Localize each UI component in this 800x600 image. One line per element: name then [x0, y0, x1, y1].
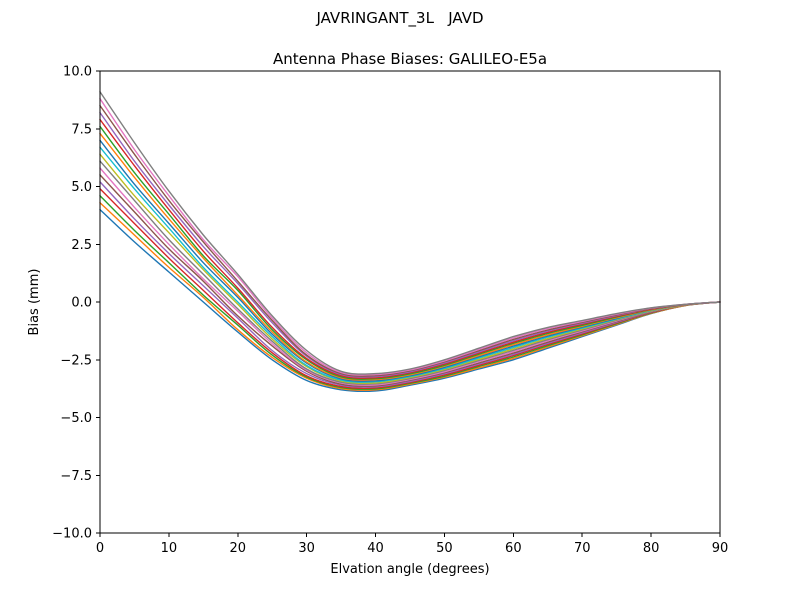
x-tick-label: 10: [161, 541, 178, 556]
y-tick-label: 7.5: [71, 122, 92, 137]
x-tick-label: 50: [436, 541, 453, 556]
series-line: [99, 139, 721, 382]
x-axis-ticks: 0 10 20 30 40 50 60 70 80 90: [96, 533, 728, 556]
series-line: [99, 91, 721, 375]
series-line: [99, 181, 721, 388]
y-axis-label: Bias (mm): [27, 269, 42, 336]
x-tick-label: 90: [712, 541, 729, 556]
x-tick-label: 60: [505, 541, 522, 556]
x-axis-label: Elvation angle (degrees): [330, 562, 489, 577]
series-line: [99, 208, 721, 393]
x-tick-label: 30: [298, 541, 315, 556]
series-line: [99, 202, 721, 391]
x-tick-label: 40: [367, 541, 384, 556]
y-tick-label: 0.0: [71, 296, 92, 311]
y-tick-label: 10.0: [63, 65, 92, 80]
series-lines: [99, 91, 721, 393]
figure-suptitle: JAVRINGANT_3L JAVD: [315, 9, 483, 28]
x-tick-label: 80: [643, 541, 660, 556]
y-tick-label: 5.0: [71, 180, 92, 195]
x-tick-label: 20: [230, 541, 247, 556]
series-line: [99, 160, 721, 385]
series-line: [99, 98, 721, 376]
x-tick-label: 70: [574, 541, 591, 556]
y-tick-label: −10.0: [52, 527, 92, 542]
series-line: [99, 118, 721, 379]
axes-frame: [99, 70, 721, 534]
series-line: [99, 104, 721, 377]
y-tick-label: −7.5: [60, 469, 92, 484]
y-tick-label: −5.0: [60, 411, 92, 426]
series-line: [99, 125, 721, 380]
y-axis-ticks: 10.0 7.5 5.0 2.5 0.0 −2.5 −5.0 −7.5 −10.0: [52, 65, 100, 542]
axes-title: Antenna Phase Biases: GALILEO-E5a: [273, 50, 547, 68]
y-tick-label: −2.5: [60, 353, 92, 368]
x-tick-label: 0: [96, 541, 104, 556]
y-tick-label: 2.5: [71, 238, 92, 253]
